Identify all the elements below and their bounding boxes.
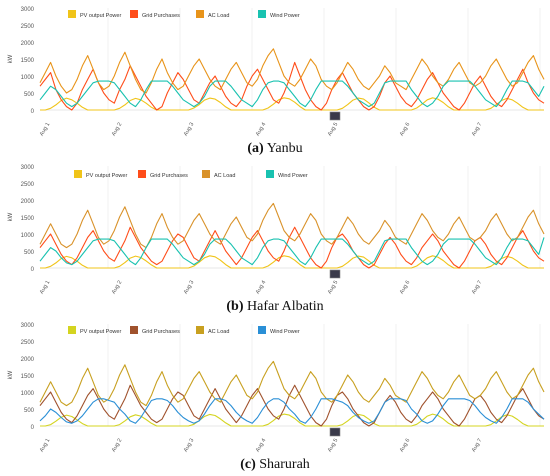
legend-swatch-grid: [130, 10, 138, 18]
legend-label-grid: Grid Purchases: [150, 173, 188, 179]
x-tick-label: Aug 2: [111, 122, 123, 137]
chart-a: 0 500 1000 1500 2000 2500 3000 kW Aug 1 Aug 2 Aug …: [8, 7, 545, 137]
legend-swatch-wind: [266, 170, 274, 178]
y-tick-label: 3000: [21, 323, 35, 329]
caption-b: (b) Hafar Albatin: [0, 299, 550, 315]
caption-c-name: Sharurah: [259, 457, 310, 472]
series-line-grid: [39, 61, 545, 111]
legend-swatch-load: [196, 326, 204, 334]
x-tick-label: Aug 4: [255, 122, 267, 137]
y-tick-label: 500: [24, 92, 35, 98]
x-tick-label: Aug 3: [183, 122, 195, 137]
x-tick-label: Aug 6: [399, 438, 411, 453]
y-tick-label: 2000: [21, 357, 35, 363]
y-tick-label: 3000: [21, 7, 35, 13]
y-tick-label: 1000: [21, 391, 35, 397]
legend-swatch-grid: [130, 326, 138, 334]
x-tick-label: Aug 5: [327, 438, 339, 453]
legend-label-wind: Wind Power: [270, 13, 300, 19]
x-tick-label: Aug 5: [327, 280, 339, 295]
legend-label-pv: PV output Power: [80, 13, 121, 19]
x-tick-label: Aug 7: [471, 122, 483, 137]
y-tick-label: 0: [31, 267, 35, 273]
y-tick-label: 0: [31, 425, 35, 431]
legend-swatch-wind: [258, 326, 266, 334]
series-line-grid: [39, 226, 545, 269]
chart-panel-a: 0 500 1000 1500 2000 2500 3000 kW Aug 1 Aug 2 Aug …: [0, 0, 550, 140]
y-tick-label: 500: [24, 408, 35, 414]
x-tick-label: Aug 5: [327, 122, 339, 137]
legend-swatch-load: [196, 10, 204, 18]
y-tick-label: 1000: [21, 233, 35, 239]
legend-swatch-wind: [258, 10, 266, 18]
x-tick-label: Aug 6: [399, 280, 411, 295]
caption-a: (a) Yanbu: [0, 141, 550, 157]
series-line-pv: [40, 97, 544, 111]
x-tick-label: Aug 7: [471, 280, 483, 295]
caption-a-name: Yanbu: [266, 141, 303, 156]
caption-a-letter: (a): [247, 141, 264, 156]
y-tick-label: 2000: [21, 199, 35, 205]
y-tick-label: 1500: [21, 58, 35, 64]
series-line-load: [39, 360, 545, 407]
chart-b: 0 500 1000 1500 2000 2500 3000 kW Aug 1 Aug 2 Aug …: [8, 165, 545, 295]
range-scroll-handle[interactable]: [329, 111, 341, 121]
y-axis-label: kW: [8, 212, 14, 221]
legend-swatch-pv: [68, 10, 76, 18]
x-tick-label: Aug 4: [255, 438, 267, 453]
y-axis-label: kW: [8, 370, 14, 379]
chart-panel-c: 0 500 1000 1500 2000 2500 3000 kW Aug 1 Aug 2 Aug …: [0, 316, 550, 456]
y-axis-label: kW: [8, 54, 14, 63]
x-tick-label: Aug 4: [255, 280, 267, 295]
legend-label-wind: Wind Power: [270, 329, 300, 335]
caption-c: (c) Sharurah: [0, 457, 550, 473]
legend-label-load: AC Load: [208, 13, 229, 19]
series-line-pv: [40, 413, 544, 427]
x-tick-label: Aug 3: [183, 280, 195, 295]
legend-label-wind: Wind Power: [278, 173, 308, 179]
y-tick-label: 0: [31, 109, 35, 115]
legend-label-pv: PV output Power: [86, 173, 127, 179]
x-tick-label: Aug 6: [399, 122, 411, 137]
y-tick-label: 1500: [21, 216, 35, 222]
range-scroll-handle[interactable]: [329, 427, 341, 437]
series-line-load: [39, 202, 545, 249]
legend-label-grid: Grid Purchases: [142, 329, 180, 335]
series-line-wind: [39, 398, 545, 424]
x-tick-label: Aug 1: [39, 438, 51, 453]
x-tick-label: Aug 2: [111, 438, 123, 453]
caption-c-letter: (c): [240, 457, 256, 472]
x-tick-label: Aug 1: [39, 280, 51, 295]
series-line-wind: [39, 237, 545, 266]
legend-swatch-pv: [74, 170, 82, 178]
y-tick-label: 500: [24, 250, 35, 256]
series-line-load: [39, 48, 545, 94]
y-tick-label: 2500: [21, 182, 35, 188]
legend-swatch-load: [202, 170, 210, 178]
x-tick-label: Aug 7: [471, 438, 483, 453]
range-scroll-handle[interactable]: [329, 269, 341, 279]
y-tick-label: 2500: [21, 340, 35, 346]
legend-label-grid: Grid Purchases: [142, 13, 180, 19]
y-tick-label: 1000: [21, 75, 35, 81]
legend-label-load: AC Load: [214, 173, 235, 179]
y-tick-label: 3000: [21, 165, 35, 171]
x-tick-label: Aug 3: [183, 438, 195, 453]
series-line-pv: [40, 255, 544, 269]
caption-b-letter: (b): [226, 299, 244, 314]
legend-swatch-grid: [138, 170, 146, 178]
caption-b-name: Hafar Albatin: [247, 299, 324, 314]
y-tick-label: 2000: [21, 41, 35, 47]
legend-label-load: AC Load: [208, 329, 229, 335]
series-line-grid: [39, 384, 545, 427]
chart-c: 0 500 1000 1500 2000 2500 3000 kW Aug 1 Aug 2 Aug …: [8, 323, 545, 453]
legend-label-pv: PV output Power: [80, 329, 121, 335]
chart-panel-b: 0 500 1000 1500 2000 2500 3000 kW Aug 1 Aug 2 Aug …: [0, 158, 550, 298]
series-line-wind: [39, 80, 545, 108]
legend-swatch-pv: [68, 326, 76, 334]
x-tick-label: Aug 1: [39, 122, 51, 137]
x-tick-label: Aug 2: [111, 280, 123, 295]
y-tick-label: 2500: [21, 24, 35, 30]
y-tick-label: 1500: [21, 374, 35, 380]
